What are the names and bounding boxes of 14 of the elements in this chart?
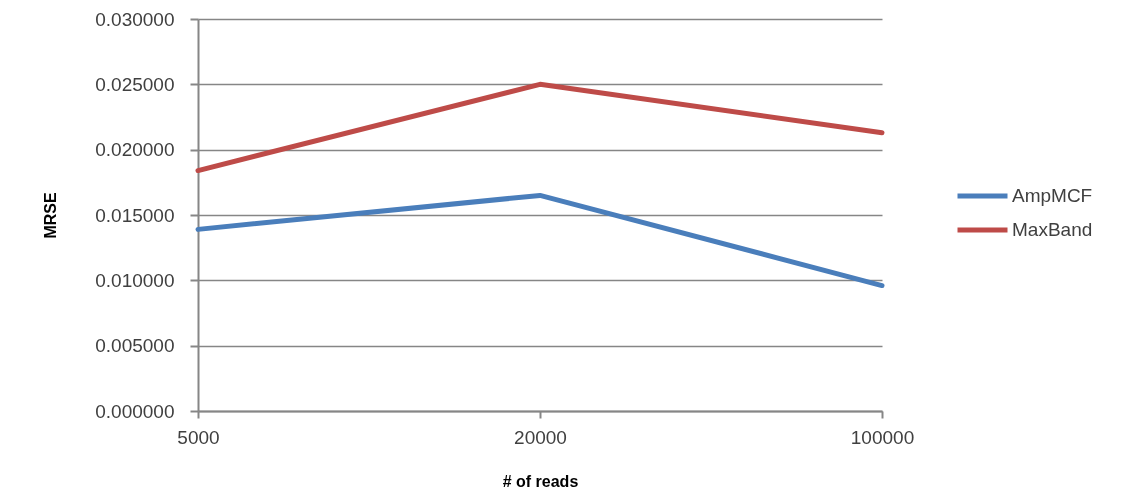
legend-label: AmpMCF [1012,185,1093,206]
y-tick-label: 0.015000 [95,204,175,226]
y-tick-label: 0.005000 [95,335,175,357]
y-tick-label: 0.030000 [95,8,175,30]
y-axis-title: MRSE [42,192,60,239]
y-tick-label: 0.010000 [95,269,175,291]
x-tick-label: 5000 [177,426,220,448]
legend-label: MaxBand [1012,219,1093,240]
x-tick-label: 100000 [850,426,915,448]
x-tick-label: 20000 [514,426,567,448]
y-tick-label: 0.020000 [95,139,175,161]
y-tick-label: 0.025000 [95,73,175,95]
x-axis-title: # of reads [502,472,579,490]
y-tick-label: 0.000000 [95,400,175,422]
